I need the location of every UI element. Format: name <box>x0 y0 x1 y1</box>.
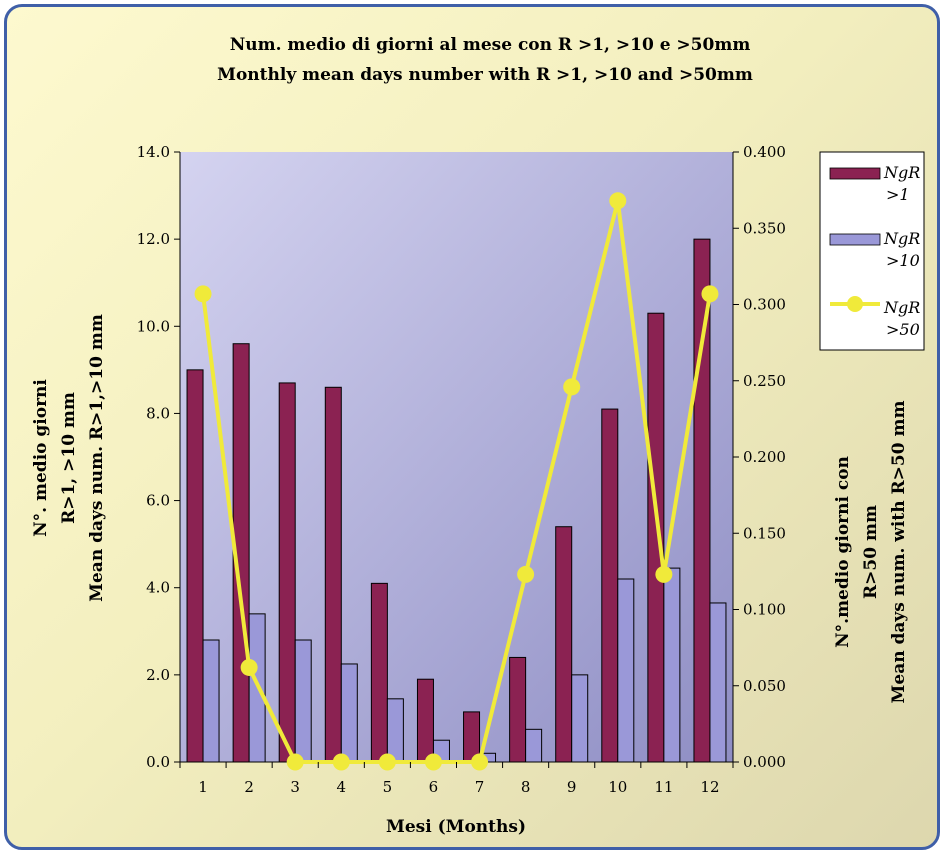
legend-label-ngr50-line2: >50 <box>886 320 920 339</box>
x-tick-label-12: 12 <box>700 778 719 796</box>
x-tick-label-10: 10 <box>608 778 627 796</box>
x-tick-label-5: 5 <box>383 778 393 796</box>
bar-ngr1-3 <box>278 382 296 763</box>
point-ngr50-9 <box>563 378 581 396</box>
y-right-tick-label: 0.300 <box>743 296 786 314</box>
bar-ngr1-9 <box>555 526 573 763</box>
y-left-tick-label: 14.0 <box>137 143 170 161</box>
bar-ngr10-11 <box>663 567 681 763</box>
legend-label-ngr10-line2: >10 <box>886 251 920 270</box>
x-tick-label-11: 11 <box>654 778 673 796</box>
point-ngr50-10 <box>609 192 627 210</box>
y-left-label-line2: R>1, >10 mm <box>59 392 79 524</box>
legend-label-ngr10-line1: NgR <box>883 229 920 248</box>
bar-ngr1-8 <box>509 656 527 763</box>
legend-label-ngr1-line1: NgR <box>883 163 920 182</box>
point-ngr50-5 <box>378 753 396 771</box>
y-right-tick-label: 0.350 <box>743 219 786 237</box>
legend-swatch-ngr1 <box>829 167 881 180</box>
y-right-tick-label: 0.400 <box>743 143 786 161</box>
point-ngr50-4 <box>332 753 350 771</box>
x-tick-label-9: 9 <box>567 778 577 796</box>
x-tick-label-7: 7 <box>475 778 485 796</box>
bar-ngr10-3 <box>294 639 312 763</box>
y-right-tick-label: 0.200 <box>743 448 786 466</box>
point-ngr50-1 <box>194 285 212 303</box>
y-left-tick-label: 6.0 <box>146 492 170 510</box>
plot-area <box>180 152 733 762</box>
chart-title-line2: Monthly mean days number with R >1, >10 … <box>217 65 753 85</box>
y-left-tick-label: 0.0 <box>146 753 170 771</box>
point-ngr50-8 <box>517 565 535 583</box>
bar-ngr10-5 <box>386 698 404 763</box>
x-tick-label-8: 8 <box>521 778 531 796</box>
legend-marker-ngr50 <box>847 296 863 312</box>
y-right-tick-label: 0.050 <box>743 677 786 695</box>
bar-ngr1-11 <box>647 312 665 763</box>
x-tick-label-4: 4 <box>337 778 347 796</box>
legend: NgR >1 NgR >10 NgR >50 <box>819 151 925 351</box>
bar-ngr10-4 <box>340 663 358 763</box>
point-ngr50-12 <box>701 285 719 303</box>
y-left-label-line3: Mean days num. R>1,>10 mm <box>87 314 107 602</box>
y-right-tick-label: 0.000 <box>743 753 786 771</box>
bar-ngr1-1 <box>186 369 204 763</box>
bar-ngr10-12 <box>709 602 727 763</box>
legend-label-ngr1-line2: >1 <box>886 185 910 204</box>
y-left-tick-label: 2.0 <box>146 666 170 684</box>
bar-ngr1-4 <box>324 386 342 763</box>
x-axis-label: Mesi (Months) <box>386 817 526 837</box>
legend-box <box>819 151 925 351</box>
legend-swatch-ngr10 <box>829 233 881 246</box>
point-ngr50-6 <box>424 753 442 771</box>
chart-title-line1: Num. medio di giorni al mese con R >1, >… <box>230 35 751 55</box>
point-ngr50-11 <box>655 565 673 583</box>
y-right-tick-label: 0.150 <box>743 524 786 542</box>
bar-ngr10-1 <box>202 639 220 763</box>
bar-ngr10-9 <box>571 674 589 763</box>
y-left-tick-label: 4.0 <box>146 579 170 597</box>
x-tick-label-3: 3 <box>290 778 300 796</box>
y-left-tick-label: 8.0 <box>146 404 170 422</box>
x-tick-label-6: 6 <box>429 778 439 796</box>
bar-ngr10-10 <box>617 578 635 763</box>
x-tick-label-2: 2 <box>244 778 254 796</box>
point-ngr50-3 <box>286 753 304 771</box>
bar-ngr10-8 <box>525 728 543 763</box>
y-left-label-line1: N°. medio giorni <box>31 379 51 537</box>
y-right-tick-label: 0.250 <box>743 372 786 390</box>
y-left-tick-label: 10.0 <box>137 317 170 335</box>
bar-ngr1-6 <box>416 678 434 763</box>
x-tick-label-1: 1 <box>198 778 208 796</box>
y-right-label-line3: Mean days num. with R>50 mm <box>889 401 909 704</box>
y-right-label-line1: N°.medio giorni con <box>833 456 853 648</box>
point-ngr50-7 <box>471 753 489 771</box>
bar-ngr1-10 <box>601 408 619 763</box>
bar-ngr1-5 <box>370 582 388 763</box>
point-ngr50-2 <box>240 658 258 676</box>
y-right-label-line2: R>50 mm <box>861 505 881 599</box>
y-left-tick-label: 12.0 <box>137 230 170 248</box>
legend-label-ngr50-line1: NgR <box>883 298 920 317</box>
y-right-tick-label: 0.100 <box>743 601 786 619</box>
